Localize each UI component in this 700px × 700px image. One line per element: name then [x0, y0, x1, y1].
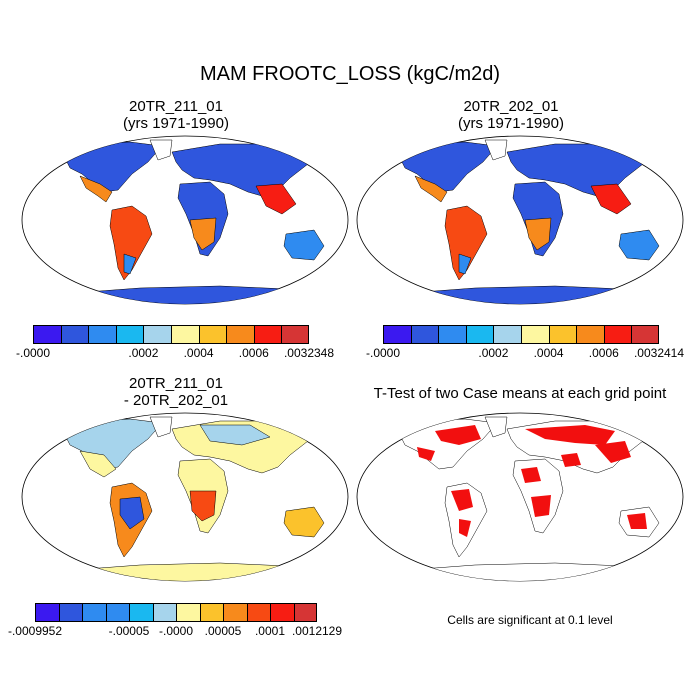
- significance-note: Cells are significant at 0.1 level: [447, 613, 613, 627]
- colorbar-1: [33, 325, 309, 344]
- colorbar-1-tick-label: .0032348: [283, 346, 335, 360]
- colorbar-2-tick-label: -.0000: [365, 346, 401, 360]
- colorbar-2-tick-label: .0004: [533, 346, 564, 360]
- panel2-title-line1: 20TR_202_01: [463, 98, 559, 115]
- colorbar-2-swatch: [465, 325, 494, 344]
- colorbar-3-tick-label: .00005: [204, 624, 242, 638]
- colorbar-3-tick-label: -.00005: [108, 624, 150, 638]
- colorbar-1-tick-label: .0002: [128, 346, 159, 360]
- colorbar-1-swatch: [170, 325, 199, 344]
- panel3-title: 20TR_211_01 - 20TR_202_01: [36, 375, 316, 409]
- colorbar-3: [35, 603, 317, 622]
- map-panel-2: [356, 135, 684, 305]
- panel1-title: 20TR_211_01 (yrs 1971-1990): [36, 98, 316, 132]
- colorbar-3-swatch: [270, 603, 294, 622]
- panel1-title-line2: (yrs 1971-1990): [123, 115, 229, 132]
- colorbar-1-swatch: [198, 325, 227, 344]
- colorbar-1-swatch: [143, 325, 171, 344]
- colorbar-3-tick-label: -.0009952: [7, 624, 63, 638]
- colorbar-3-swatch: [199, 603, 223, 622]
- colorbar-2-swatch: [493, 325, 521, 344]
- colorbar-2-swatch: [603, 325, 632, 344]
- colorbar-2: [383, 325, 659, 344]
- colorbar-2-swatch: [438, 325, 466, 344]
- map-panel-4: [356, 412, 684, 582]
- colorbar-2-tick-label: .0002: [478, 346, 509, 360]
- colorbar-3-tick-label: .0001: [254, 624, 285, 638]
- colorbar-1-swatch: [60, 325, 89, 344]
- colorbar-2-swatch: [383, 325, 411, 344]
- colorbar-3-swatch: [152, 603, 176, 622]
- panel2-title: 20TR_202_01 (yrs 1971-1990): [371, 98, 651, 132]
- colorbar-3-swatch: [293, 603, 317, 622]
- colorbar-3-swatch: [223, 603, 247, 622]
- figure-title: MAM FROOTC_LOSS (kgC/m2d): [199, 63, 501, 85]
- colorbar-1-tick-label: .0004: [183, 346, 214, 360]
- colorbar-3-swatch: [129, 603, 153, 622]
- colorbar-2-tick-label: .0032414: [633, 346, 685, 360]
- colorbar-3-swatch: [58, 603, 82, 622]
- colorbar-3-swatch: [35, 603, 59, 622]
- colorbar-3-tick-label: .0012129: [291, 624, 343, 638]
- colorbar-1-swatch: [281, 325, 309, 344]
- colorbar-1-swatch: [253, 325, 282, 344]
- colorbar-2-swatch: [410, 325, 439, 344]
- colorbar-1-swatch: [88, 325, 116, 344]
- colorbar-2-tick-label: .0006: [588, 346, 619, 360]
- panel2-title-line2: (yrs 1971-1990): [458, 115, 564, 132]
- map-panel-1: [21, 135, 349, 305]
- colorbar-3-swatch: [82, 603, 106, 622]
- colorbar-2-swatch: [576, 325, 604, 344]
- colorbar-2-swatch: [548, 325, 577, 344]
- colorbar-3-swatch: [246, 603, 270, 622]
- colorbar-1-swatch: [226, 325, 254, 344]
- colorbar-2-swatch: [520, 325, 549, 344]
- panel1-title-line1: 20TR_211_01: [129, 98, 223, 115]
- panel4-title: T-Test of two Case means at each grid po…: [355, 385, 685, 402]
- colorbar-1-tick-label: .0006: [238, 346, 269, 360]
- colorbar-1-swatch: [115, 325, 144, 344]
- colorbar-3-swatch: [105, 603, 129, 622]
- map-panel-3: [21, 412, 349, 582]
- panel3-title-line1: 20TR_211_01: [129, 375, 223, 392]
- panel4-title-line1: T-Test of two Case means at each grid po…: [373, 385, 667, 402]
- panel3-title-line2: - 20TR_202_01: [123, 392, 229, 409]
- colorbar-3-swatch: [176, 603, 200, 622]
- colorbar-1-swatch: [33, 325, 61, 344]
- colorbar-2-swatch: [631, 325, 659, 344]
- colorbar-3-tick-label: -.0000: [158, 624, 194, 638]
- colorbar-1-tick-label: -.0000: [15, 346, 51, 360]
